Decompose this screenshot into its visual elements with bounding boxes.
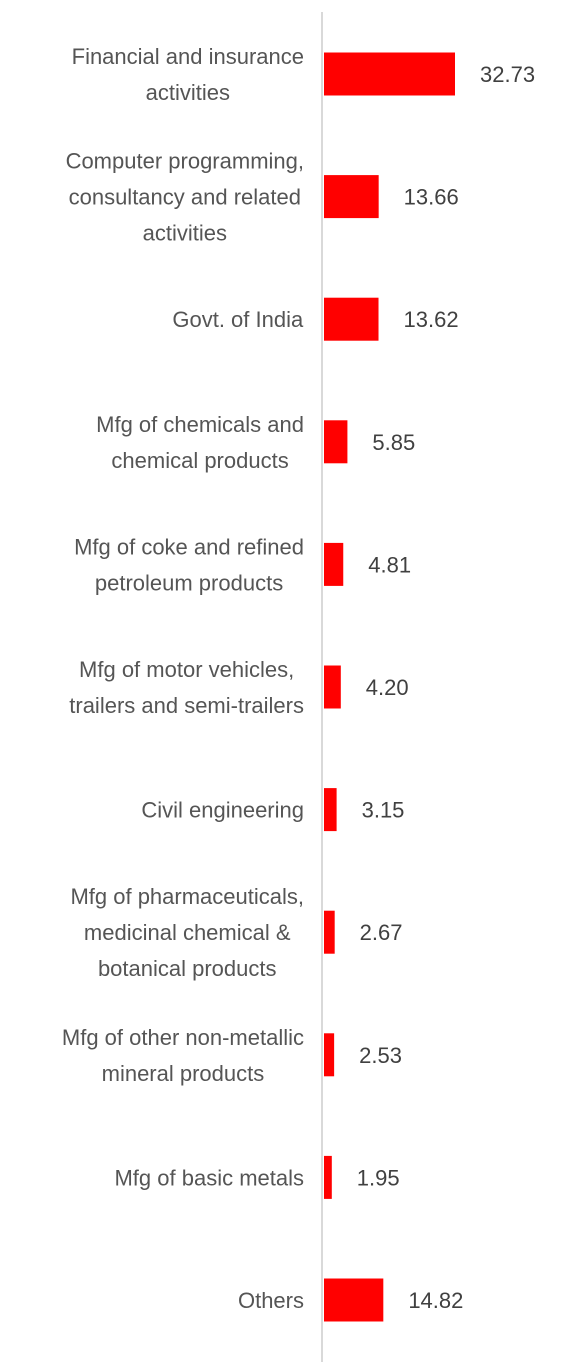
category-label-line: Mfg of other non-metallic: [62, 1025, 304, 1050]
category-label-6: Civil engineering: [141, 798, 304, 823]
category-label-line: Civil engineering: [141, 798, 304, 823]
category-label-7: Mfg of pharmaceuticals, medicinal chemica…: [70, 884, 304, 981]
category-label-line: chemical products: [111, 448, 288, 473]
value-label-4: 4.81: [368, 552, 411, 577]
category-label-line: activities: [146, 80, 230, 105]
category-label-5: Mfg of motor vehicles, trailers and semi-…: [69, 657, 304, 718]
category-label-line: activities: [143, 221, 227, 246]
value-label-8: 2.53: [359, 1043, 402, 1068]
value-label-3: 5.85: [372, 430, 415, 455]
category-label-2: Govt. of India: [172, 307, 304, 332]
category-label-line: Mfg of basic metals: [114, 1165, 304, 1190]
category-label-3: Mfg of chemicals and chemical products: [96, 412, 304, 473]
category-label-10: Others: [238, 1288, 304, 1313]
bar-0: [324, 52, 455, 96]
value-label-10: 14.82: [408, 1288, 463, 1313]
bar-3: [324, 420, 348, 464]
category-label-4: Mfg of coke and refined petroleum product…: [74, 534, 304, 595]
value-label-9: 1.95: [357, 1165, 400, 1190]
category-label-1: Computer programming, consultancy and rel…: [66, 149, 304, 246]
value-labels-group: 32.73 13.66 13.62 5.85 4.81 4.20 3.15 2.67 2.53 1…: [357, 62, 535, 1313]
category-label-line: Mfg of motor vehicles,: [79, 657, 294, 682]
value-label-6: 3.15: [362, 798, 405, 823]
value-label-5: 4.20: [366, 675, 409, 700]
category-label-8: Mfg of other non-metallic mineral product…: [62, 1025, 304, 1086]
category-label-line: trailers and semi-trailers: [69, 693, 304, 718]
category-label-line: Mfg of coke and refined: [74, 534, 304, 559]
bar-4: [324, 542, 344, 586]
bar-8: [324, 1033, 335, 1077]
bar-5: [324, 665, 341, 709]
category-label-line: consultancy and related: [69, 185, 301, 210]
category-label-line: Others: [238, 1288, 304, 1313]
category-label-line: Mfg of chemicals and: [96, 412, 304, 437]
category-label-line: Financial and insurance: [72, 44, 304, 69]
bar-7: [324, 910, 335, 954]
category-label-line: Govt. of India: [172, 307, 304, 332]
value-label-1: 13.66: [404, 185, 459, 210]
bar-1: [324, 175, 379, 219]
value-label-2: 13.62: [404, 307, 459, 332]
bar-6: [324, 788, 337, 832]
category-label-line: medicinal chemical &: [84, 920, 291, 945]
category-labels-group: Financial and insurance activitiesCompute…: [62, 44, 304, 1313]
value-label-7: 2.67: [360, 920, 403, 945]
category-label-line: botanical products: [98, 956, 277, 981]
bar-9: [324, 1155, 332, 1199]
category-label-line: Computer programming,: [66, 149, 304, 174]
category-label-line: mineral products: [102, 1061, 265, 1086]
bar-2: [324, 297, 379, 341]
category-label-0: Financial and insurance activities: [72, 44, 304, 105]
bar-10: [324, 1278, 384, 1322]
category-label-line: petroleum products: [95, 570, 283, 595]
bars-group: [324, 52, 455, 1322]
value-label-0: 32.73: [480, 62, 535, 87]
category-label-9: Mfg of basic metals: [114, 1165, 304, 1190]
category-label-line: Mfg of pharmaceuticals,: [70, 884, 304, 909]
